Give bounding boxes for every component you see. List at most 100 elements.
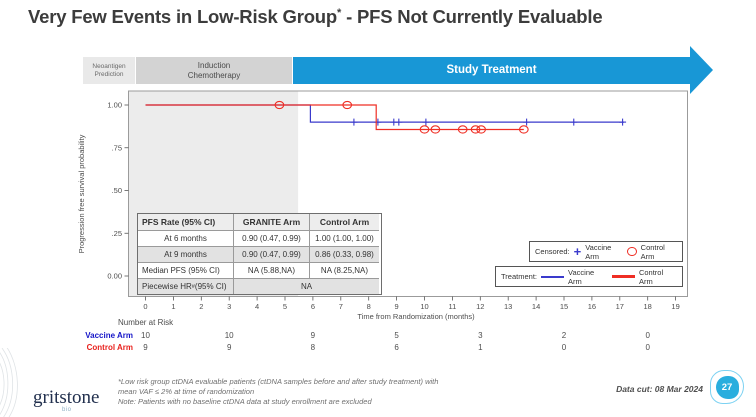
censor-circle — [274, 100, 285, 110]
footnotes: *Low risk group ctDNA evaluable patients… — [118, 377, 438, 407]
censor-circle — [518, 125, 529, 134]
phase1-label-line2: Prediction — [94, 70, 124, 78]
censored-vaccine-label: Vaccine Arm — [585, 242, 612, 261]
pfs-table-row-6mo-control: 1.00 (1.00, 1.00) — [310, 231, 379, 247]
gritstone-logo: gritstone — [33, 387, 100, 408]
number-at-risk-title: Number at Risk — [118, 318, 174, 327]
x-tick-label: 13 — [504, 302, 512, 311]
page-number: 27 — [715, 375, 739, 399]
treatment-legend: Treatment: Vaccine Arm Control Arm — [495, 266, 683, 287]
censor-circle — [476, 125, 486, 134]
x-axis-title: Time from Randomization (months) — [357, 312, 475, 321]
pfs-table-row-median-granite: NA (5.88,NA) — [234, 263, 310, 279]
footnote-line-2: mean VAF ≤ 2% at time of randomization — [118, 387, 255, 396]
x-tick-label: 7 — [339, 302, 343, 311]
x-tick-label: 10 — [420, 302, 428, 311]
phase1-label-line1: Neoantigen — [92, 63, 126, 71]
censor-circle — [457, 125, 468, 134]
pfs-table-row-median-control: NA (8.25,NA) — [310, 263, 379, 279]
x-tick-label: 3 — [227, 302, 231, 311]
x-tick-label: 16 — [588, 302, 596, 311]
phase-neoantigen-prediction: Neoantigen Prediction — [83, 57, 135, 84]
treatment-legend-title: Treatment: — [501, 272, 537, 281]
phase2-label-line1: Induction — [197, 61, 231, 71]
at-risk-value: 2 — [562, 331, 567, 340]
pfs-table-row-9mo-granite: 0.90 (0.47, 0.99) — [234, 247, 310, 263]
pfs-rate-table: PFS Rate (95% CI) GRANITE Arm Control Ar… — [137, 213, 382, 295]
x-tick-label: 4 — [255, 302, 259, 311]
phase-induction-chemotherapy: Induction Chemotherapy — [136, 57, 292, 84]
pfs-table-row-6mo-label: At 6 months — [138, 231, 234, 247]
y-tick-label: 1.00 — [107, 101, 122, 110]
page-title: Very Few Events in Low-Risk Group* - PFS… — [28, 6, 603, 28]
fingerprint-decoration-icon — [0, 348, 18, 417]
data-cut-label: Data cut: 08 Mar 2024 — [616, 384, 703, 394]
x-tick-label: 5 — [283, 302, 287, 311]
x-tick-label: 0 — [143, 302, 147, 311]
plus-censor-icon: + — [573, 243, 582, 259]
at-risk-value: 10 — [225, 331, 234, 340]
gritstone-logo-bio: bio — [62, 407, 72, 413]
at-risk-value: 3 — [478, 331, 483, 340]
page-title-text-2: - PFS Not Currently Evaluable — [341, 6, 603, 27]
x-tick-label: 11 — [449, 302, 457, 311]
x-tick-label: 15 — [560, 302, 568, 311]
circle-censor-icon — [627, 247, 637, 256]
at-risk-value: 9 — [227, 343, 232, 352]
x-tick-label: 1 — [171, 302, 175, 311]
at-risk-value: 0 — [645, 343, 650, 352]
pfs-table-row-9mo-label: At 9 months — [138, 247, 234, 263]
at-risk-value: 5 — [394, 331, 399, 340]
phase-study-treatment-bar: Study Treatment — [293, 57, 690, 84]
at-risk-value: 1 — [478, 343, 483, 352]
km-line-control-arm — [145, 104, 524, 131]
pfs-table-row-hr-label: Piecewise HR # (95% CI) — [138, 279, 234, 294]
x-tick-label: 17 — [616, 302, 624, 311]
y-tick-label: .25 — [112, 229, 122, 238]
pfs-table-row-9mo-control: 0.86 (0.33, 0.98) — [310, 247, 379, 263]
x-tick-label: 14 — [532, 302, 540, 311]
censored-legend: Censored: + Vaccine Arm Control Arm — [529, 241, 683, 262]
at-risk-value: 6 — [394, 343, 399, 352]
page-title-asterisk: * — [337, 6, 342, 19]
pfs-table-header-metric: PFS Rate (95% CI) — [138, 214, 234, 231]
pfs-table-row-median-label: Median PFS (95% CI) — [138, 263, 234, 279]
hr-label-pre: Piecewise HR — [142, 282, 192, 291]
pfs-table-row-hr-value: NA — [234, 279, 379, 294]
control-line-icon — [611, 275, 635, 278]
footnote-line-3: Note: Patients with no baseline ctDNA da… — [118, 397, 372, 406]
x-tick-label: 6 — [311, 302, 315, 311]
x-tick-label: 18 — [644, 302, 652, 311]
at-risk-value: 10 — [141, 331, 150, 340]
censor-circle — [470, 125, 481, 134]
at-risk-value: 8 — [311, 343, 316, 352]
censor-circle — [342, 100, 353, 110]
at-risk-value: 0 — [645, 331, 650, 340]
x-tick-label: 19 — [671, 302, 679, 311]
x-tick-label: 8 — [367, 302, 371, 311]
treatment-control-label: Control Arm — [638, 267, 664, 286]
censor-circle — [430, 125, 441, 134]
hr-label-sup: # — [191, 283, 195, 290]
page-title-text: Very Few Events in Low-Risk Group — [28, 6, 338, 27]
study-treatment-arrow-icon — [690, 46, 713, 94]
at-risk-row-label: Vaccine Arm — [85, 331, 133, 340]
page-number-badge: 27 — [710, 370, 744, 404]
plot-frame — [128, 90, 688, 297]
y-tick-label: .50 — [112, 186, 122, 195]
at-risk-value: 9 — [143, 343, 148, 352]
at-risk-value: 0 — [562, 343, 567, 352]
phase2-label-line2: Chemotherapy — [187, 70, 241, 80]
footnote-line-1: *Low risk group ctDNA evaluable patients… — [118, 377, 439, 386]
at-risk-row-label: Control Arm — [87, 343, 133, 352]
censored-legend-title: Censored: — [535, 247, 570, 256]
y-axis-title: Progression free survival probability — [77, 134, 86, 253]
hr-label-post: (95% CI) — [194, 282, 227, 291]
treatment-vaccine-label: Vaccine Arm — [568, 267, 595, 286]
y-tick-label: 0.00 — [107, 272, 122, 281]
pfs-table-header-control: Control Arm — [310, 214, 379, 231]
pfs-table-row-6mo-granite: 0.90 (0.47, 0.99) — [234, 231, 310, 247]
y-tick-label: .75 — [112, 143, 122, 152]
